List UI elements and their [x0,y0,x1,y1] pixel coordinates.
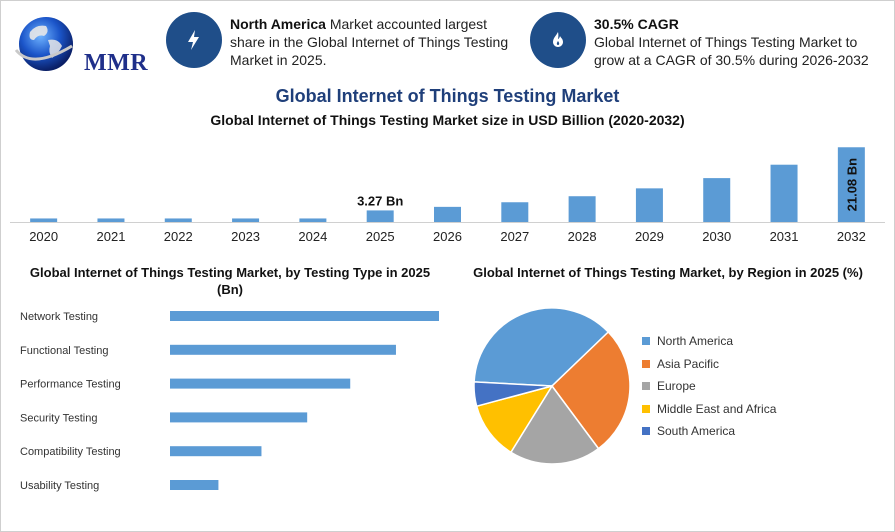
legend-item-south-america: South America [642,420,776,443]
legend-item-middle-east-and-africa: Middle East and Africa [642,398,776,421]
x-tick-2029: 2029 [635,229,664,244]
testing-type-bar-chart: Network Testing Functional Testing Perform… [20,311,439,492]
region-chart-title: Global Internet of Things Testing Market… [473,265,863,280]
bolt-icon [188,30,199,50]
x-tick-2030: 2030 [702,229,731,244]
region-legend: North America Asia Pacific Europe Middle Ea… [642,330,776,443]
bar-2021 [97,218,125,222]
bar-2024 [299,218,327,222]
x-tick-2032: 2032 [837,229,866,244]
stat-region-bold: North America [230,16,326,32]
y-tick-performance-testing: Performance Testing [20,379,121,391]
legend-item-north-america: North America [642,330,776,353]
legend-label-middle-east-and-africa: Middle East and Africa [657,401,777,416]
legend-swatch-asia-pacific [642,359,650,368]
stat-cagr-bold: 30.5% CAGR [594,16,679,32]
legend-swatch-south-america [642,427,650,436]
bar-2023 [232,218,260,222]
legend-swatch-europe [642,382,650,391]
bar-2028 [568,196,596,222]
bar-2020 [30,218,58,222]
bar-compatibility-testing [170,446,262,457]
region-pie-chart [473,307,631,465]
x-tick-2022: 2022 [164,229,193,244]
x-tick-2025: 2025 [366,229,395,244]
stat-region-text: North America Market accounted largest s… [230,15,520,69]
mmr-logo: MMR [12,10,148,80]
y-tick-compatibility-testing: Compatibility Testing [20,446,121,458]
data-label-2025: 3.27 Bn [357,193,403,208]
legend-label-europe: Europe [657,379,696,394]
growth-icon [553,32,563,47]
data-label-2032: 21.08 Bn [844,158,859,212]
pie-slice-europe [509,384,600,465]
legend-label-south-america: South America [657,424,736,439]
y-tick-functional-testing: Functional Testing [20,345,108,357]
testing-type-chart-title: Global Internet of Things Testing Market… [29,265,431,297]
bar-2027 [501,202,529,222]
bar-performance-testing [170,378,351,389]
bar-security-testing [170,412,308,423]
x-tick-2026: 2026 [433,229,462,244]
y-tick-network-testing: Network Testing [20,311,98,323]
stat-cagr-text: 30.5% CAGR Global Internet of Things Tes… [594,15,884,69]
y-tick-security-testing: Security Testing [20,412,97,424]
stat-region-desc: Market accounted largest share in the Gl… [230,16,509,68]
bar-2029 [635,188,663,222]
bar-2026 [434,206,461,222]
bar-functional-testing [170,344,396,355]
pie-slice-north-america [473,307,610,387]
legend-label-north-america: North America [657,334,734,349]
globe-icon [14,17,73,71]
bar-usability-testing [170,480,219,490]
x-tick-2023: 2023 [231,229,260,244]
bar-2022 [164,218,192,222]
main-title: Global Internet of Things Testing Market [275,86,620,106]
x-tick-2028: 2028 [568,229,597,244]
bar-chart-subtitle: Global Internet of Things Testing Market… [210,112,685,128]
legend-swatch-middle-east-and-africa [642,404,650,413]
logo-text: MMR [84,50,149,76]
x-tick-2020: 2020 [29,229,58,244]
stat-badge-region [166,12,222,68]
x-tick-2021: 2021 [97,229,126,244]
y-tick-usability-testing: Usability Testing [20,480,99,492]
x-tick-2027: 2027 [500,229,529,244]
stat-badge-cagr [530,12,586,68]
pie-slice-asia-pacific [551,330,631,450]
legend-swatch-north-america [642,337,650,346]
bar-network-testing [170,311,439,321]
pie-slice-south-america [473,381,553,408]
x-tick-2024: 2024 [298,229,327,244]
legend-item-asia-pacific: Asia Pacific [642,353,776,376]
legend-item-europe: Europe [642,375,776,398]
market-size-bar-chart: 2020 2021 2022 2023 2024 2025 3.27 Bn 2026 2027 2… [10,147,885,244]
bar-2030 [703,178,731,222]
bar-2032 [837,147,865,222]
legend-label-asia-pacific: Asia Pacific [657,356,720,371]
bar-2025 [366,210,394,222]
bar-2031 [770,164,798,222]
stat-cagr-desc: Global Internet of Things Testing Market… [594,34,869,68]
x-tick-2031: 2031 [770,229,799,244]
